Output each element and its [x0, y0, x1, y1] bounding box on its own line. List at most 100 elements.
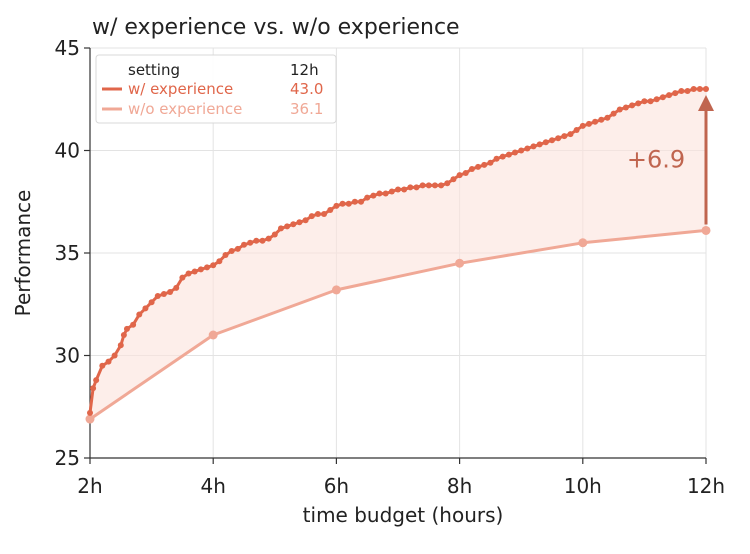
- data-point-w-experience: [277, 225, 284, 232]
- data-point-w-experience: [450, 176, 457, 183]
- data-point-w-experience: [120, 332, 127, 338]
- data-point-w-experience: [210, 262, 217, 269]
- data-point-w-experience: [142, 305, 149, 312]
- data-point-w-experience: [438, 182, 445, 189]
- data-point-w-experience: [173, 284, 180, 291]
- data-point-w-experience: [333, 202, 340, 209]
- data-point-w-experience: [635, 100, 642, 107]
- data-point-w-experience: [204, 264, 211, 271]
- data-point-w-experience: [228, 247, 235, 254]
- data-point-w-experience: [259, 237, 266, 244]
- data-point-w-experience: [530, 143, 537, 150]
- x-tick-label: 12h: [687, 474, 725, 498]
- legend-label-w-experience: w/ experience: [128, 80, 233, 98]
- legend-value-wo-experience: 36.1: [290, 100, 323, 118]
- data-point-w-experience: [518, 147, 525, 154]
- data-point-w-experience: [536, 141, 543, 148]
- legend-header-setting: setting: [128, 61, 180, 79]
- data-point-w-experience: [481, 161, 488, 168]
- data-point-w-experience: [167, 288, 174, 295]
- y-tick-label: 30: [55, 344, 80, 368]
- data-point-w-experience: [659, 94, 666, 101]
- data-point-w-experience: [93, 377, 100, 384]
- data-point-w-experience: [191, 268, 198, 275]
- x-tick-label: 2h: [77, 474, 102, 498]
- data-point-w-experience: [136, 311, 143, 318]
- data-point-w-experience: [271, 231, 278, 238]
- legend: setting 12h w/ experience 43.0 w/o exper…: [95, 54, 337, 124]
- data-point-w-experience: [641, 98, 648, 105]
- data-point-w-experience: [542, 139, 549, 146]
- data-point-w-experience: [678, 88, 685, 95]
- data-point-w-experience: [684, 88, 691, 95]
- data-point-w-experience: [351, 198, 358, 205]
- data-point-w-experience: [672, 90, 679, 97]
- y-tick-label: 40: [55, 139, 80, 163]
- data-point-w-experience: [130, 321, 137, 328]
- data-point-w-experience: [653, 96, 660, 103]
- data-point-w-experience: [388, 188, 395, 195]
- series-line-wo-experience: [89, 228, 707, 421]
- data-point-w-experience: [616, 106, 623, 113]
- data-point-w-experience: [179, 274, 186, 281]
- data-point-w-experience: [241, 241, 247, 248]
- data-point-w-experience: [444, 180, 451, 187]
- x-tick-label: 10h: [564, 474, 602, 498]
- data-point-w-experience: [284, 223, 291, 230]
- data-point-wo-experience: [85, 414, 95, 424]
- data-point-w-experience: [321, 211, 328, 218]
- y-axis-label: Performance: [11, 190, 35, 317]
- data-point-w-experience: [358, 198, 365, 205]
- data-point-w-experience: [456, 172, 463, 179]
- series: [85, 86, 711, 424]
- data-point-w-experience: [555, 135, 562, 142]
- data-point-w-experience: [327, 206, 334, 213]
- data-point-w-experience: [487, 159, 494, 166]
- data-point-w-experience: [185, 270, 192, 277]
- data-point-w-experience: [154, 293, 161, 300]
- data-point-w-experience: [690, 86, 697, 92]
- data-point-w-experience: [117, 342, 124, 349]
- gap-shading: [90, 89, 706, 420]
- data-point-w-experience: [290, 221, 297, 228]
- data-point-w-experience: [425, 182, 432, 189]
- data-point-w-experience: [413, 184, 420, 191]
- data-point-w-experience: [370, 192, 377, 199]
- data-point-w-experience: [468, 165, 475, 172]
- data-point-w-experience: [475, 163, 482, 170]
- data-point-w-experience: [696, 86, 703, 92]
- data-point-w-experience: [629, 102, 636, 109]
- data-point-w-experience: [419, 182, 426, 189]
- data-point-w-experience: [105, 358, 112, 365]
- data-point-w-experience: [90, 385, 97, 392]
- y-tick-label: 35: [55, 241, 80, 265]
- data-point-wo-experience: [701, 225, 711, 235]
- data-point-w-experience: [585, 120, 592, 127]
- data-point-w-experience: [561, 133, 568, 140]
- data-point-w-experience: [573, 127, 580, 133]
- data-point-w-experience: [314, 211, 321, 218]
- gap-arrow-head: [698, 95, 714, 111]
- data-point-w-experience: [666, 92, 673, 99]
- data-point-wo-experience: [331, 285, 341, 295]
- data-point-w-experience: [148, 299, 155, 306]
- data-point-w-experience: [302, 217, 309, 224]
- legend-value-w-experience: 43.0: [290, 80, 323, 98]
- data-point-w-experience: [99, 362, 106, 369]
- data-point-w-experience: [647, 98, 654, 105]
- data-point-w-experience: [197, 266, 204, 273]
- x-tick-label: 8h: [447, 474, 472, 498]
- data-point-w-experience: [604, 114, 611, 121]
- x-tick-label: 4h: [200, 474, 225, 498]
- x-tick-label: 6h: [324, 474, 349, 498]
- y-tick-label: 25: [55, 446, 80, 470]
- data-point-w-experience: [253, 237, 260, 244]
- data-point-wo-experience: [208, 330, 218, 340]
- data-point-w-experience: [265, 235, 272, 242]
- data-point-w-experience: [505, 151, 512, 158]
- data-point-w-experience: [598, 116, 605, 123]
- data-point-w-experience: [610, 110, 617, 117]
- data-point-w-experience: [592, 118, 599, 125]
- data-point-w-experience: [401, 186, 408, 193]
